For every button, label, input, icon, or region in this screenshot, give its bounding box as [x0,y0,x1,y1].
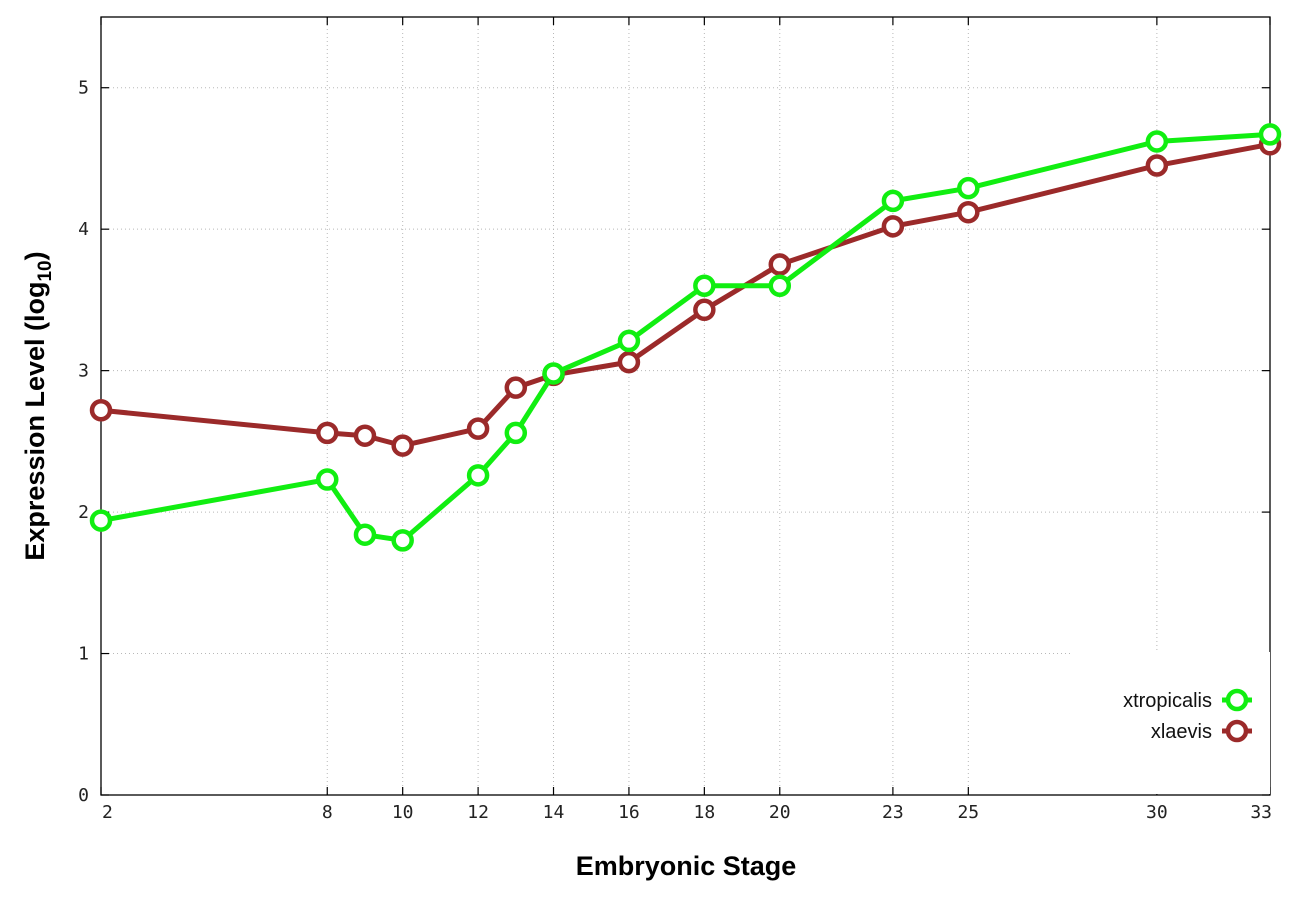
x-tick-label: 16 [618,802,640,823]
series-xlaevis [89,133,1282,457]
series-line-xtropicalis [98,131,1273,543]
data-point-xtropicalis [768,274,792,298]
data-point-xtropicalis [1145,130,1169,153]
y-tick-label: 3 [78,361,89,382]
grid [101,17,1270,795]
data-point-xlaevis [466,417,490,440]
data-point-xtropicalis [542,362,565,385]
data-point-xtropicalis [391,529,414,552]
data-point-xtropicalis [881,189,905,213]
data-point-xlaevis [391,434,414,457]
y-axis-title: Expression Level (log10) [20,251,56,560]
data-point-xtropicalis [504,421,528,445]
x-tick-label: 10 [392,802,414,823]
data-point-xtropicalis [89,509,113,532]
legend: xtropicalis xlaevis [1070,652,1270,794]
data-point-xtropicalis [617,329,641,353]
legend-label-xtropicalis: xtropicalis [1123,690,1212,712]
data-point-xtropicalis [466,464,490,487]
y-tick-label: 1 [78,644,89,665]
y-axis-title-subscript: 10 [35,260,56,281]
legend-marker-xtropicalis [1225,688,1249,712]
x-tick-label: 14 [543,802,565,823]
data-point-xtropicalis [353,523,377,546]
data-point-xlaevis [353,424,377,447]
x-tick-label: 23 [882,802,904,823]
data-point-xtropicalis [957,176,980,200]
x-tick-label: 8 [322,802,333,823]
data-point-xlaevis [693,298,716,322]
x-tick-label: 30 [1146,802,1168,823]
legend-marker-xlaevis [1225,719,1249,743]
data-point-xtropicalis [1258,123,1282,146]
y-tick-label: 4 [78,219,89,240]
data-point-xlaevis [504,376,528,399]
x-tick-label: 33 [1250,802,1272,823]
data-point-xtropicalis [316,468,339,491]
x-tick-label: 2 [102,802,113,823]
data-point-xlaevis [1145,154,1169,177]
data-point-xlaevis [768,253,792,276]
x-tick-label: 18 [694,802,716,823]
data-point-xtropicalis [693,274,716,298]
y-tick-label: 5 [78,78,89,99]
data-point-xlaevis [89,398,113,422]
x-tick-label: 25 [957,802,979,823]
x-axis-title: Embryonic Stage [576,851,797,881]
series-group [89,123,1282,552]
data-point-xlaevis [316,421,339,445]
series-line-xlaevis [98,141,1273,449]
x-tick-label: 12 [467,802,489,823]
data-point-xlaevis [617,350,641,374]
data-point-xlaevis [881,215,905,238]
legend-label-xlaevis: xlaevis [1151,721,1212,743]
y-tick-label: 2 [78,502,89,523]
x-tick-label: 20 [769,802,791,823]
series-xtropicalis [89,123,1282,552]
y-axis-title-close: ) [20,251,50,260]
y-tick-label: 0 [78,785,89,806]
data-point-xlaevis [957,200,980,224]
y-axis-title-main: Expression Level (log [20,282,50,561]
